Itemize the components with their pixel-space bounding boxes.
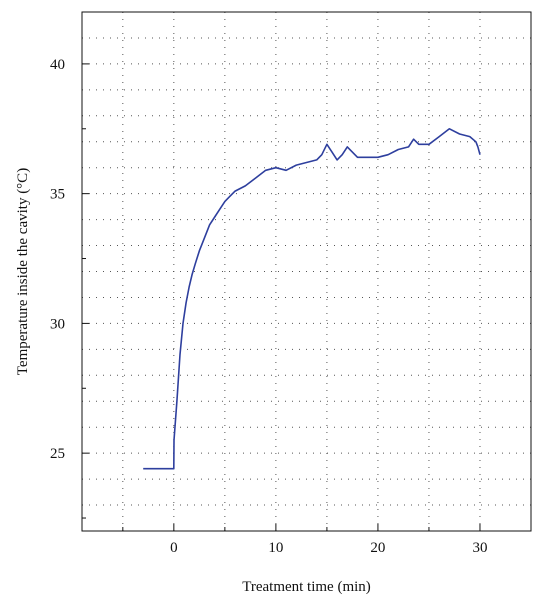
grid: [82, 11, 532, 531]
x-tick-label: 0: [170, 540, 178, 556]
plot-frame: [81, 11, 532, 532]
y-tick-label: 35: [50, 187, 65, 203]
x-tick-label: 20: [370, 540, 385, 556]
x-axis-label: Treatment time (min): [242, 579, 371, 595]
series-line: [143, 128, 481, 470]
y-tick-label: 30: [50, 316, 65, 332]
x-tick-labels: 0 10 20 30: [170, 540, 487, 556]
x-tick-label: 10: [268, 540, 283, 556]
x-tick-label: 30: [472, 540, 487, 556]
series-group: [143, 128, 481, 470]
y-tick-label: 40: [50, 57, 65, 73]
y-axis-label: Temperature inside the cavity (°C): [15, 168, 31, 375]
axis-ticks: [82, 63, 532, 531]
y-tick-labels: 25 30 35 40: [50, 57, 65, 462]
y-tick-label: 25: [50, 446, 65, 462]
